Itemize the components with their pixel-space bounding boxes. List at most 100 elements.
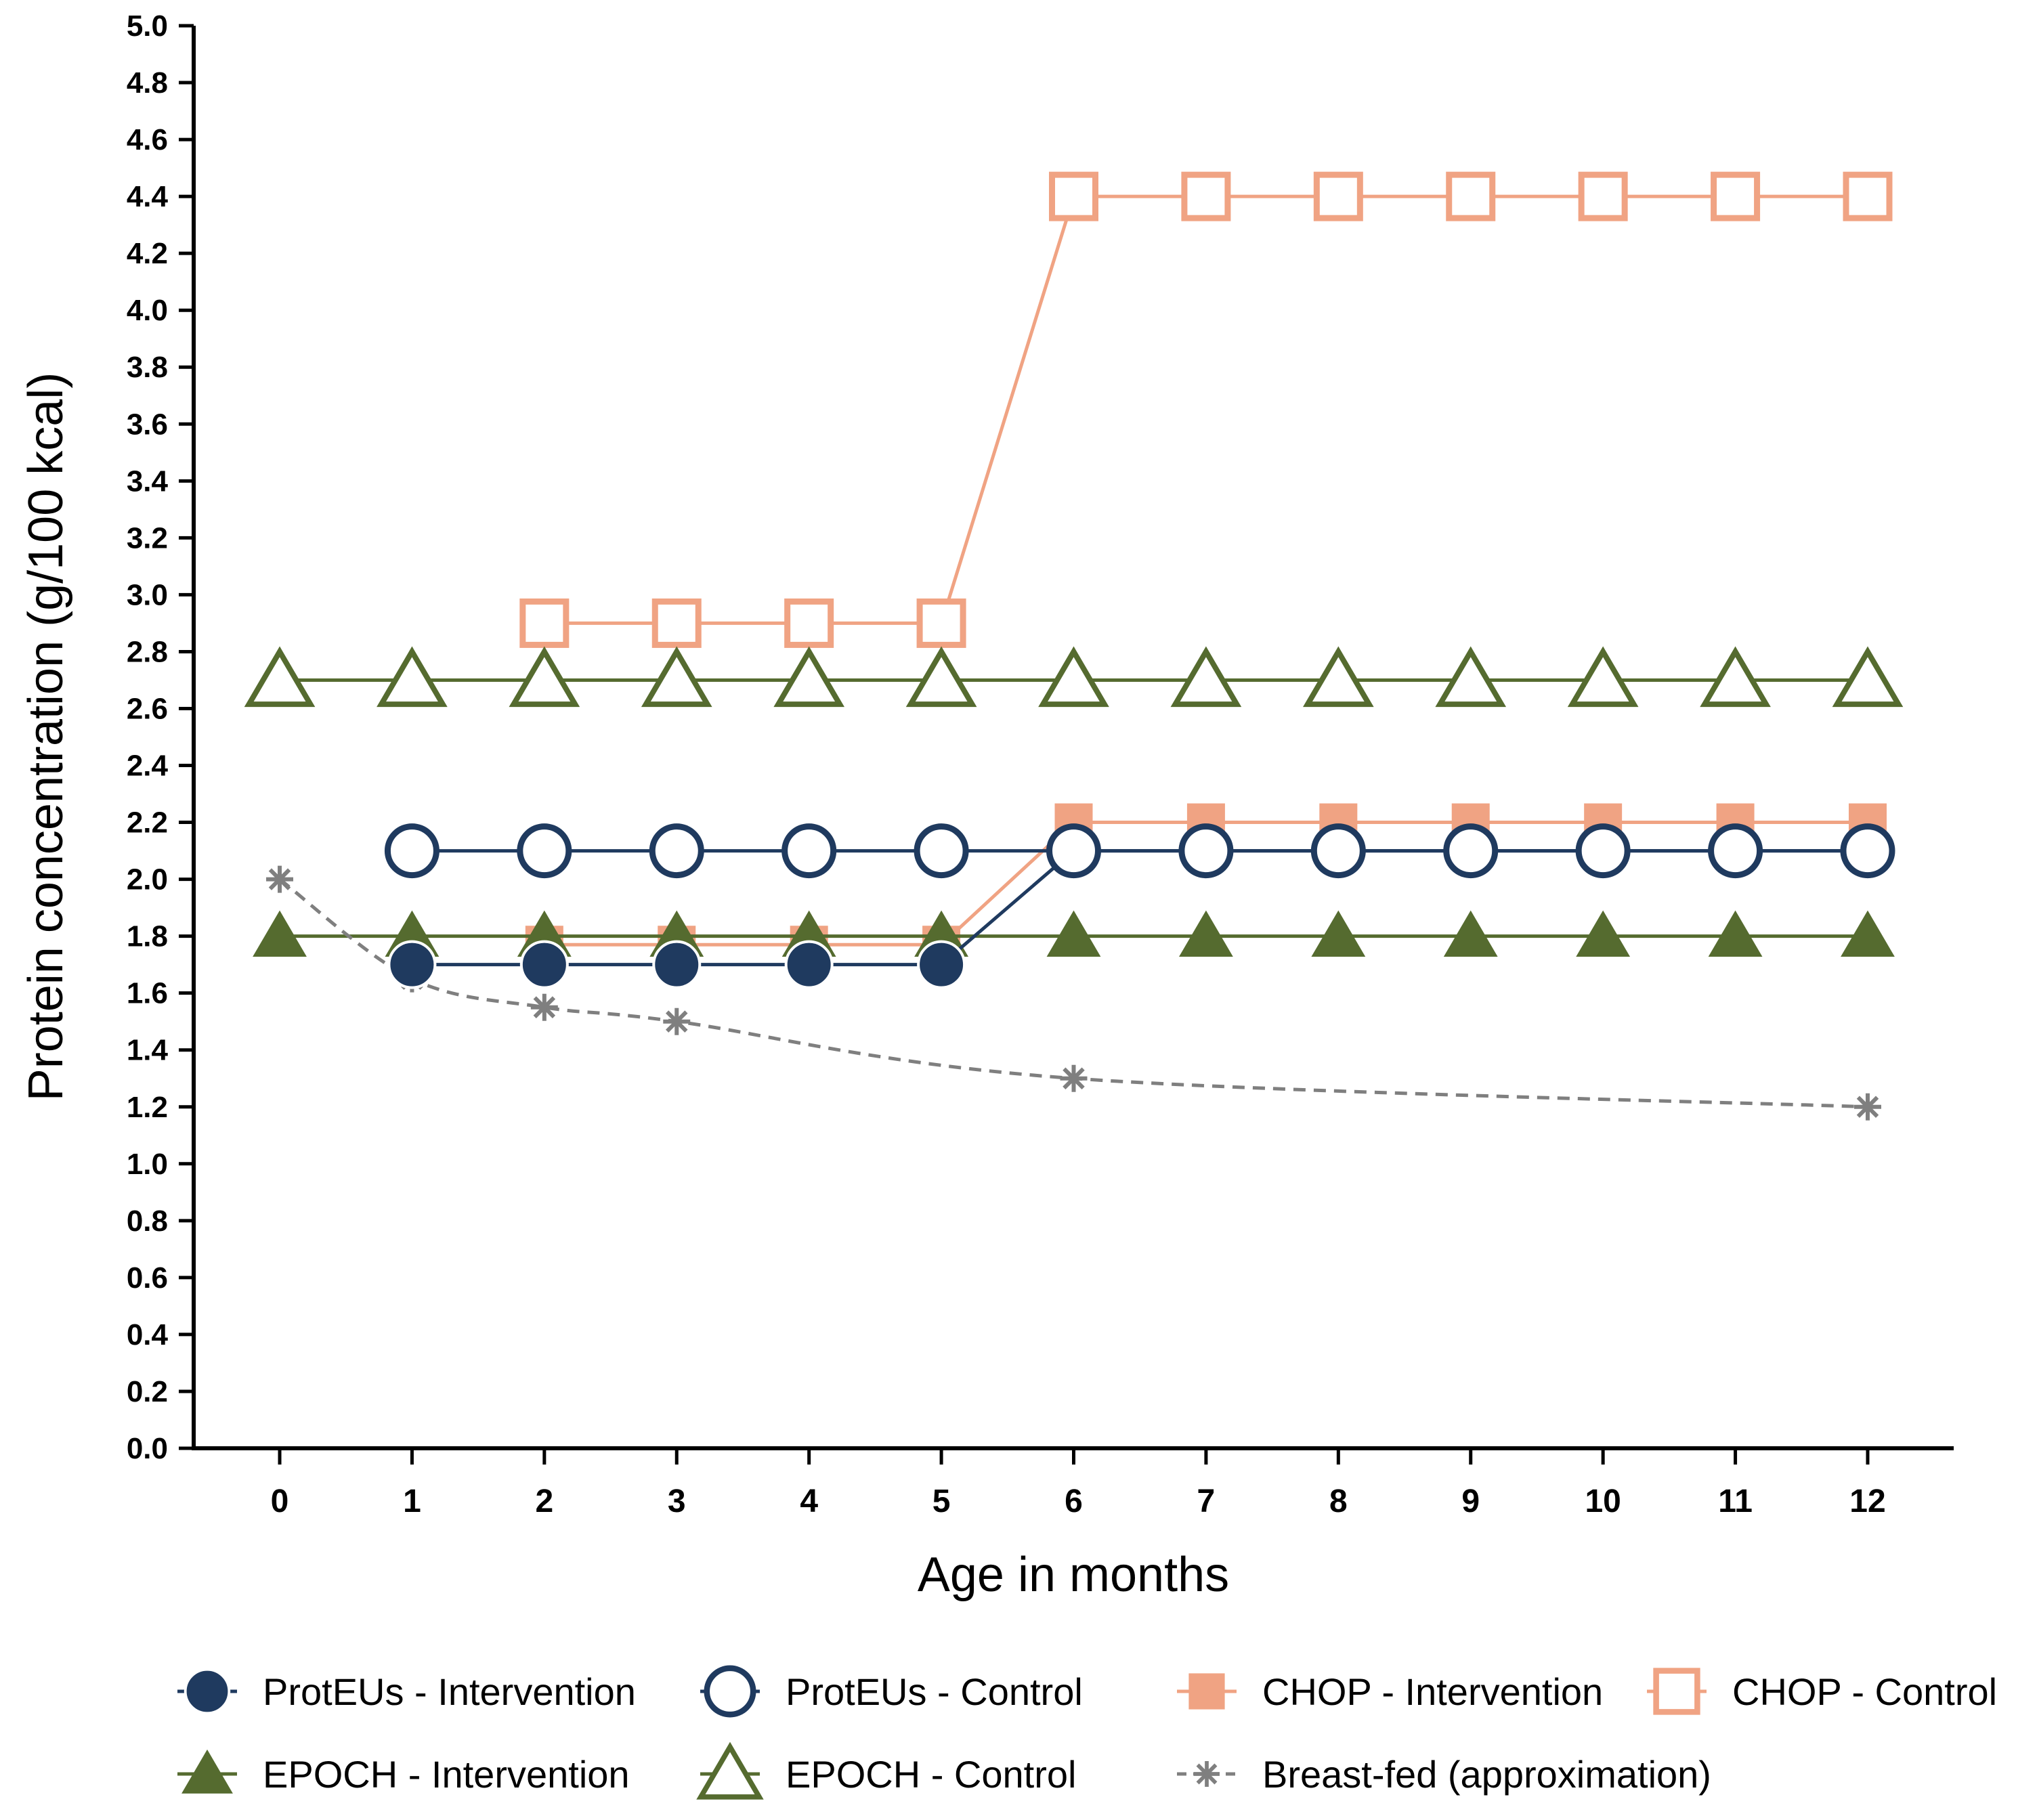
x-tick-label: 5: [932, 1483, 951, 1519]
legend-item-chop-intervention: CHOP - Intervention: [1177, 1670, 1603, 1713]
asterisk-stroke: [533, 996, 556, 1018]
data-point: [1853, 1093, 1881, 1121]
data-point: [509, 646, 580, 708]
x-tick-label: 12: [1849, 1483, 1885, 1519]
data-point: [530, 993, 558, 1021]
data-point: [1443, 823, 1499, 879]
series-epoch-intervention: [253, 910, 1895, 957]
y-tick-label: 4.4: [127, 180, 169, 213]
legend: ProtEUs - Intervention ProtEUs - Control C…: [177, 1665, 1997, 1800]
legend-label: CHOP - Intervention: [1262, 1670, 1603, 1713]
y-tick-label: 4.6: [127, 123, 168, 156]
data-point: [1049, 171, 1098, 221]
x-tick-label: 8: [1329, 1483, 1348, 1519]
data-point: [1578, 171, 1628, 221]
data-point: [519, 598, 570, 648]
legend-label: Breast-fed (approximation): [1262, 1753, 1711, 1796]
data-point: [384, 823, 439, 879]
data-point: [377, 646, 448, 708]
data-point: [773, 646, 844, 708]
data-point: [1832, 646, 1904, 708]
axes: [192, 26, 1954, 1450]
x-ticks: 0 1 2 3 4 5 6 7 8 9 10 11 12: [271, 1448, 1886, 1519]
y-tick-label: 3.0: [127, 578, 168, 611]
y-tick-label: 1.2: [127, 1091, 168, 1124]
legend-symbol: [1188, 1673, 1225, 1710]
y-tick-label: 4.0: [127, 294, 168, 327]
y-tick-label: 1.6: [127, 977, 168, 1010]
x-tick-label: 6: [1065, 1483, 1083, 1519]
y-tick-label: 0.0: [127, 1432, 168, 1465]
series-line: [412, 849, 1868, 967]
data-point: [1567, 646, 1639, 708]
legend-label: ProtEUs - Control: [786, 1670, 1083, 1713]
y-tick-label: 3.4: [127, 464, 169, 498]
data-point: [1046, 910, 1101, 957]
data-point: [914, 823, 969, 879]
legend-label: ProtEUs - Intervention: [263, 1670, 636, 1713]
data-point: [1178, 823, 1234, 879]
x-tick-label: 9: [1461, 1483, 1480, 1519]
y-tick-label: 3.2: [127, 521, 168, 555]
data-point: [1576, 910, 1631, 957]
x-tick-label: 2: [535, 1483, 553, 1519]
y-tick-label: 2.8: [127, 635, 168, 668]
data-point: [1310, 823, 1366, 879]
data-point: [1181, 171, 1231, 221]
y-tick-label: 4.2: [127, 237, 168, 270]
x-tick-label: 10: [1585, 1483, 1621, 1519]
data-point: [519, 940, 569, 989]
legend-symbol: [181, 1749, 233, 1794]
y-tick-label: 1.8: [127, 920, 168, 953]
y-tick-label: 3.8: [127, 351, 168, 384]
data-point: [649, 823, 704, 879]
x-tick-label: 7: [1197, 1483, 1216, 1519]
data-point: [1038, 646, 1109, 708]
legend-item-epoch-control: EPOCH - Control: [696, 1741, 1076, 1800]
data-point: [1700, 646, 1771, 708]
series-epoch-control: [244, 646, 1904, 708]
data-point: [1435, 646, 1507, 708]
y-tick-label: 0.4: [127, 1318, 169, 1351]
legend-item-epoch-intervention: EPOCH - Intervention: [177, 1749, 630, 1796]
data-point: [651, 598, 702, 648]
legend-item-proteus-control: ProtEUs - Control: [700, 1665, 1083, 1718]
y-tick-label: 2.6: [127, 692, 168, 725]
legend-item-proteus-intervention: ProtEUs - Intervention: [177, 1668, 636, 1715]
y-tick-label: 3.6: [127, 408, 168, 441]
series-chop-control: [519, 171, 1893, 648]
y-tick-label: 0.6: [127, 1261, 168, 1295]
data-point: [1303, 646, 1374, 708]
data-point: [663, 1008, 691, 1035]
legend-label: CHOP - Control: [1732, 1670, 1997, 1713]
data-point: [1711, 171, 1761, 221]
x-tick-label: 1: [403, 1483, 421, 1519]
data-point: [905, 646, 977, 708]
data-point: [1843, 171, 1893, 221]
legend-symbol: [1194, 1761, 1220, 1787]
series-proteus-control: [384, 823, 1895, 879]
y-axis-title: Protein concentration (g/100 kcal): [19, 372, 73, 1102]
data-point: [266, 865, 294, 893]
data-point: [253, 910, 307, 957]
y-tick-label: 2.2: [127, 806, 168, 840]
data-point: [517, 823, 572, 879]
data-point: [641, 646, 712, 708]
data-point: [1313, 171, 1363, 221]
data-point: [1708, 823, 1763, 879]
x-tick-label: 11: [1718, 1483, 1753, 1519]
x-tick-label: 0: [271, 1483, 289, 1519]
y-tick-label: 1.0: [127, 1148, 168, 1181]
legend-symbol: [184, 1668, 231, 1715]
data-point: [1311, 910, 1366, 957]
y-tick-label: 5.0: [127, 9, 168, 43]
data-point: [781, 823, 837, 879]
data-point: [1443, 910, 1498, 957]
data-point: [1446, 171, 1496, 221]
series-line: [544, 194, 1868, 625]
y-tick-label: 4.8: [127, 66, 168, 100]
asterisk-stroke: [665, 1010, 688, 1033]
y-tick-label: 0.8: [127, 1205, 168, 1238]
data-point: [1170, 646, 1242, 708]
